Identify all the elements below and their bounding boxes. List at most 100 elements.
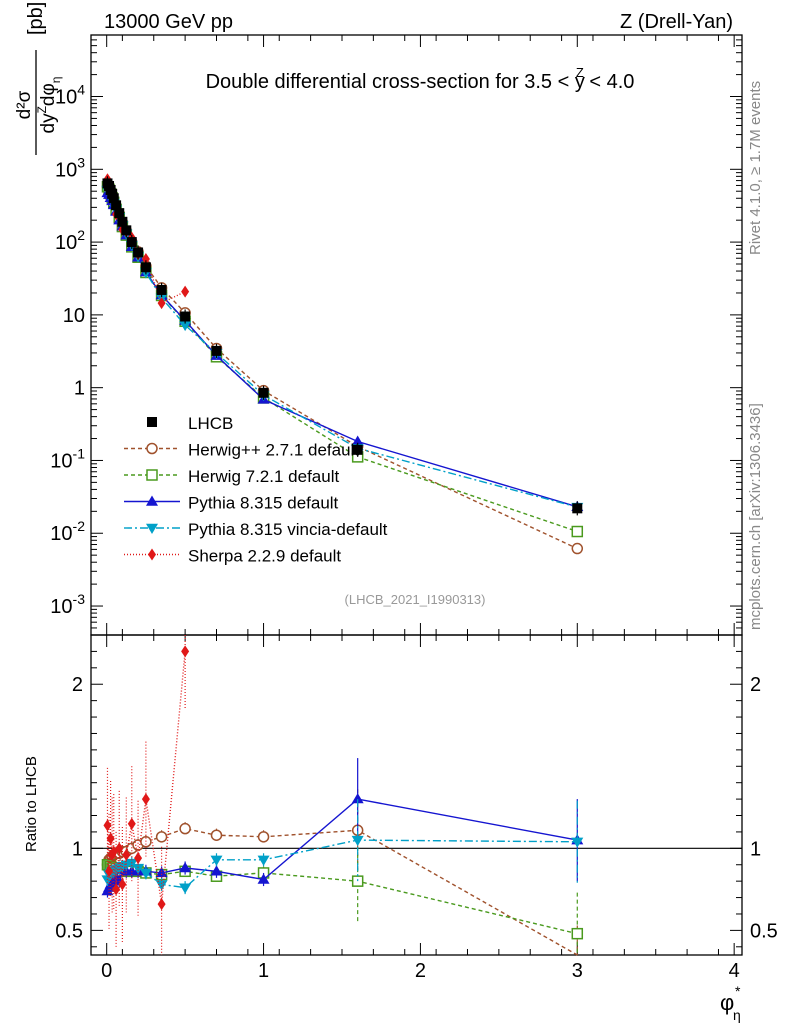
ratio-tick-label: 0.5	[55, 920, 83, 942]
series-point-main	[141, 253, 150, 266]
plot-title-var: y	[575, 71, 585, 93]
series-point-main	[181, 285, 190, 298]
data-point	[111, 200, 122, 211]
y-tick-label: 102	[55, 227, 85, 254]
legend-marker	[146, 523, 158, 534]
legend-marker	[146, 469, 158, 481]
data-point	[140, 262, 151, 273]
y-axis-label-denominator: dyZdφη	[35, 77, 63, 134]
legend-label: LHCB	[188, 414, 233, 433]
ratio-frame	[90, 634, 743, 956]
ratio-tick-label-right: 0.5	[750, 920, 778, 942]
data-point	[180, 311, 191, 322]
series-line-main	[107, 189, 578, 508]
series-line-ratio	[106, 839, 578, 889]
legend-marker	[148, 548, 156, 561]
plot-title-tail: < 4.0	[584, 71, 635, 93]
series-point-ratio	[112, 883, 121, 896]
y-tick-label: 10-2	[50, 518, 85, 545]
series-point-ratio	[257, 855, 270, 866]
plot-title: Double differential cross-section for 3.…	[206, 65, 635, 93]
legend-label: Sherpa 2.2.9 default	[188, 547, 341, 566]
y-tick-label: 103	[55, 154, 85, 181]
ratio-y-label: Ratio to LHCB	[23, 756, 40, 852]
series-point-ratio	[118, 878, 127, 891]
y-tick-label: 104	[55, 82, 85, 109]
series-point-ratio	[571, 837, 584, 848]
series-point-ratio	[257, 831, 270, 843]
series-point-ratio	[571, 927, 584, 940]
analysis-tag: (LHCB_2021_I1990313)	[345, 592, 486, 607]
axes: 0 1 2 3 4 10-3 10-2 10-1 1 10 102 103 104 0.5 0.5 1 1 2 2	[50, 34, 778, 982]
series-line-main	[106, 192, 578, 508]
legend-label: Herwig++ 2.7.1 default	[188, 441, 359, 460]
series-point-ratio	[132, 863, 145, 875]
legend-label: Pythia 8.315 vincia-default	[188, 520, 388, 539]
x-tick-label: 3	[572, 960, 583, 982]
y-axis-label-unit: [pb]	[25, 2, 47, 35]
data-point	[572, 503, 583, 514]
x-axis-label: φ η *	[720, 983, 741, 1023]
series-point-ratio	[179, 883, 192, 894]
y-tick-label: 1	[74, 378, 85, 400]
x-axis-label-sub: η	[733, 1007, 741, 1023]
series-point-ratio	[127, 817, 136, 830]
header-left: 13000 GeV pp	[104, 11, 233, 33]
marks	[101, 173, 584, 956]
x-tick-label: 0	[101, 960, 112, 982]
series-point-main	[571, 525, 584, 538]
series-point-ratio	[155, 866, 168, 878]
data-point	[126, 237, 137, 248]
rivet-label: Rivet 4.1.0, ≥ 1.7M events	[747, 81, 764, 255]
series-point-ratio	[139, 868, 152, 879]
plot-title-main: Double differential cross-section for 3.…	[206, 71, 575, 93]
series-point-ratio	[351, 793, 364, 804]
ratio-tick-label: 2	[72, 674, 83, 696]
series-point-main	[179, 320, 192, 332]
legend-marker	[146, 442, 158, 455]
plot-title-var-sup: Z	[576, 65, 584, 80]
x-tick-label: 4	[729, 960, 740, 982]
series-point-ratio	[257, 873, 270, 884]
series-point-ratio	[103, 819, 112, 832]
data-point	[108, 193, 119, 204]
series-point-ratio	[210, 865, 223, 876]
series-point-ratio	[134, 852, 143, 865]
series-point-ratio	[141, 793, 150, 806]
mcplots-label: mcplots.cern.ch [arXiv:1306.3436]	[747, 403, 764, 630]
series-point-main	[351, 435, 364, 446]
series-point-main	[571, 542, 584, 555]
data-point	[156, 284, 167, 295]
series-point-ratio	[181, 645, 190, 658]
x-tick-label: 1	[258, 960, 269, 982]
legend-marker	[146, 495, 158, 506]
data-point	[133, 247, 144, 258]
series-line-ratio	[106, 798, 578, 892]
legend-marker	[147, 417, 157, 427]
ratio-tick-label-right: 2	[750, 674, 761, 696]
series-point-ratio	[122, 848, 131, 861]
series-point-ratio	[155, 880, 168, 891]
series-point-ratio	[155, 831, 168, 843]
data-point	[121, 225, 132, 236]
series-line-main	[106, 186, 578, 533]
series-point-ratio	[125, 858, 138, 870]
x-tick-label: 2	[415, 960, 426, 982]
y-axis-label: d²σ dyZdφη [pb]	[14, 2, 63, 155]
legend: LHCB Herwig++ 2.7.1 default Herwig 7.2.1 d…	[124, 414, 388, 566]
series-line-ratio	[107, 864, 578, 935]
y-tick-label: 10-1	[50, 445, 85, 472]
ratio-tick-label-right: 1	[750, 838, 761, 860]
series-point-ratio	[106, 832, 115, 845]
data-point	[258, 387, 269, 398]
series-point-ratio	[210, 829, 223, 841]
legend-label: Herwig 7.2.1 default	[188, 467, 339, 486]
y-tick-label: 10-3	[50, 591, 85, 618]
series-point-main	[157, 297, 166, 310]
series-point-ratio	[179, 862, 192, 873]
series-line-ratio	[106, 827, 578, 956]
header-right: Z (Drell-Yan)	[620, 11, 733, 33]
y-axis-label-numerator: d²σ	[14, 90, 35, 119]
series-point-ratio	[105, 865, 114, 878]
